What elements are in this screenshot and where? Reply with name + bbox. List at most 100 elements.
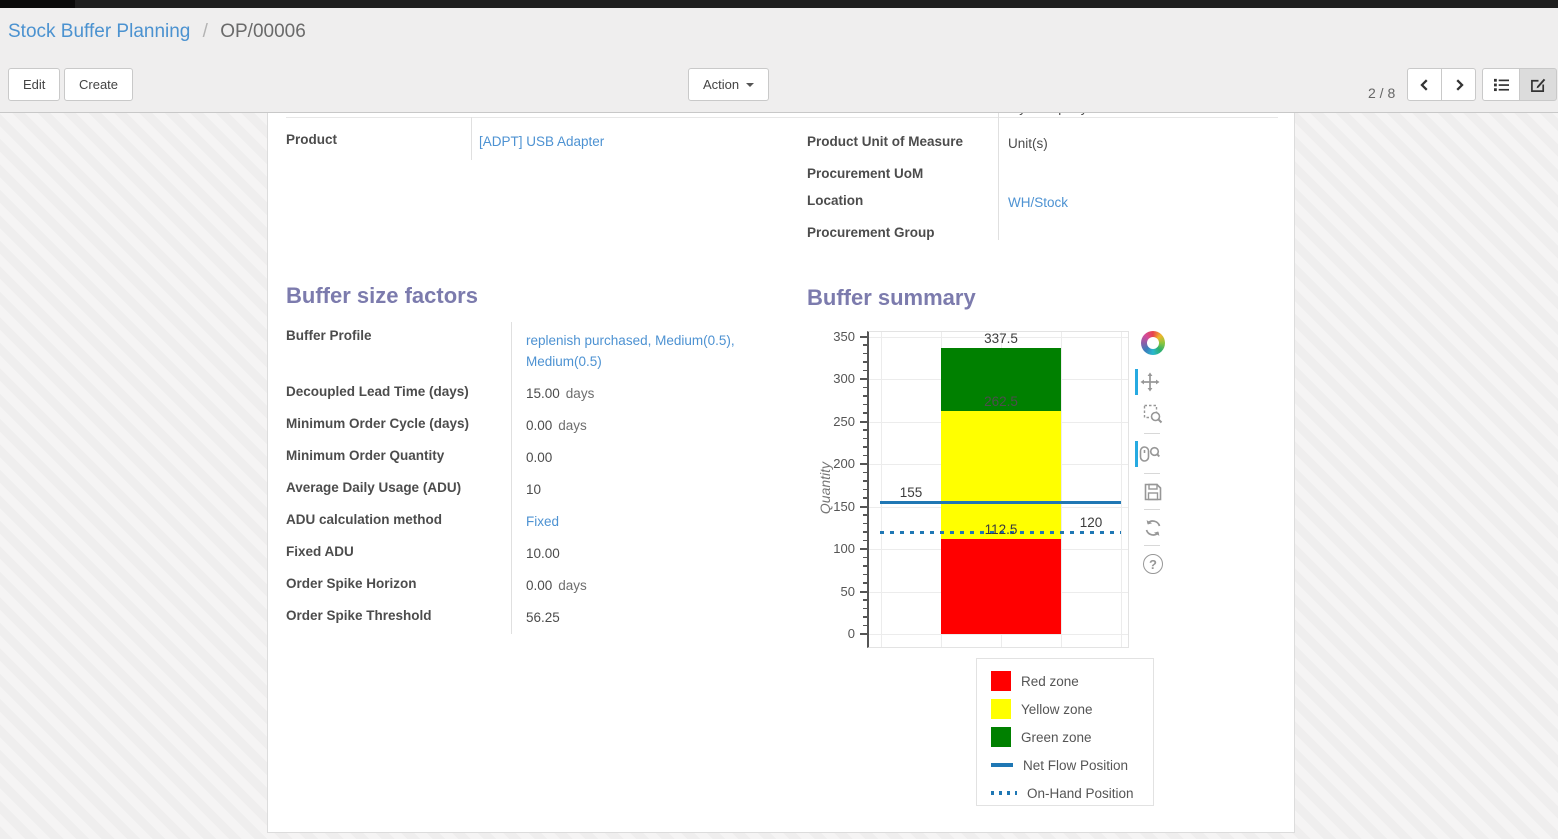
form-view-button[interactable] — [1519, 68, 1557, 101]
legend-label: On-Hand Position — [1027, 785, 1134, 801]
decoupled-lead-time-value: 15.00 — [526, 386, 560, 401]
red-zone-bar — [941, 538, 1061, 634]
gridline-horizontal — [869, 634, 1128, 635]
axis-tick — [863, 514, 867, 516]
pan-tool-button[interactable] — [1135, 369, 1161, 395]
days-suffix: days — [565, 386, 595, 401]
axis-tick — [860, 548, 867, 551]
clipped-company-value: My Company — [1008, 113, 1128, 118]
minimum-order-quantity-value: 0.00 — [526, 450, 553, 465]
chevron-down-icon — [746, 82, 755, 87]
table-row: Order Spike Horizon 0.00 days — [286, 570, 778, 602]
buffer-factors-table: Buffer Profile replenish purchased, Medi… — [286, 322, 778, 634]
fixed-adu-value: 10.00 — [526, 546, 560, 561]
axis-tick — [863, 395, 867, 397]
breadcrumb-parent-link[interactable]: Stock Buffer Planning — [8, 21, 191, 42]
average-daily-usage-value: 10 — [526, 482, 542, 497]
breadcrumb: Stock Buffer Planning / OP/00006 — [8, 21, 306, 43]
chart-plot[interactable]: 0 50 100 150 200 250 300 350 337.5 262.5 112.5 155 1… — [833, 329, 1129, 648]
help-tool-icon: ? — [1143, 554, 1163, 574]
chart-annotation: 262.5 — [984, 394, 1018, 410]
toolbar-divider — [1144, 433, 1160, 434]
location-value-link[interactable]: WH/Stock — [1008, 195, 1069, 210]
toolbar-divider — [1144, 473, 1160, 474]
axis-tick — [863, 403, 867, 406]
axis-tick — [863, 607, 867, 610]
help-tool-button[interactable]: ? — [1140, 551, 1166, 577]
green-zone-swatch-icon — [991, 727, 1011, 747]
axis-tick — [863, 437, 867, 440]
legend-item: Net Flow Position — [991, 751, 1153, 779]
field-separator — [471, 117, 472, 160]
field-separator — [998, 113, 999, 240]
legend-label: Green zone — [1021, 729, 1092, 745]
action-dropdown-button[interactable]: Action — [688, 68, 770, 101]
edit-button[interactable]: Edit — [8, 68, 61, 101]
legend-label: Yellow zone — [1021, 701, 1093, 717]
legend-item: Green zone — [991, 723, 1153, 751]
axis-tick — [863, 361, 867, 363]
axis-tick — [863, 573, 867, 576]
gridline-horizontal — [869, 337, 1128, 338]
product-uom-value: Unit(s) — [1008, 136, 1048, 151]
procurement-uom-label: Procurement UoM — [807, 166, 924, 181]
list-view-button[interactable] — [1482, 68, 1520, 101]
days-suffix: days — [558, 578, 587, 593]
clipped-row-border — [286, 117, 1278, 118]
axis-tick — [863, 480, 867, 482]
product-field-value-link[interactable]: [ADPT] USB Adapter — [479, 134, 605, 149]
axis-tick — [860, 505, 867, 508]
order-spike-horizon-label: Order Spike Horizon — [286, 570, 512, 602]
gridline-vertical — [1121, 332, 1122, 647]
red-zone-swatch-icon — [991, 671, 1011, 691]
adu-calculation-method-value-link[interactable]: Fixed — [526, 514, 560, 529]
procurement-group-label: Procurement Group — [807, 225, 935, 240]
y-tick-label: 300 — [833, 371, 855, 387]
table-row: Minimum Order Quantity 0.00 — [286, 442, 778, 474]
form-view-background: My Company Product [ADPT] USB Adapter Pr… — [0, 113, 1558, 839]
pager-buttons — [1407, 68, 1476, 101]
green-zone-bar — [941, 347, 1061, 412]
axis-tick — [863, 369, 867, 372]
create-button[interactable]: Create — [64, 68, 134, 101]
buffer-profile-value-link[interactable]: replenish purchased, Medium(0.5), Medium… — [526, 333, 735, 369]
pager-previous-button[interactable] — [1407, 68, 1442, 101]
wheel-zoom-tool-icon — [1139, 446, 1160, 462]
net-flow-position-line — [880, 500, 1121, 504]
average-daily-usage-label: Average Daily Usage (ADU) — [286, 474, 512, 506]
save-tool-button[interactable] — [1140, 479, 1166, 505]
bokeh-logo-icon[interactable] — [1141, 331, 1165, 355]
table-row: Order Spike Threshold 56.25 — [286, 602, 778, 634]
minimum-order-cycle-value: 0.00 — [526, 418, 553, 433]
wheel-zoom-tool-button[interactable] — [1135, 441, 1161, 467]
axis-tick — [863, 539, 867, 542]
axis-tick — [863, 344, 867, 346]
chart-annotation: 120 — [1079, 515, 1103, 531]
chart-annotation: 337.5 — [984, 330, 1018, 346]
net-flow-line-swatch-icon — [991, 763, 1013, 767]
list-view-icon — [1493, 78, 1509, 92]
legend-item: On-Hand Position — [991, 779, 1153, 807]
y-tick-label: 350 — [833, 329, 855, 345]
axis-tick — [863, 565, 867, 567]
order-spike-threshold-label: Order Spike Threshold — [286, 602, 512, 634]
axis-tick — [863, 488, 867, 491]
action-label: Action — [703, 77, 740, 92]
axis-tick — [863, 599, 867, 601]
yellow-zone-swatch-icon — [991, 699, 1011, 719]
form-sheet: My Company Product [ADPT] USB Adapter Pr… — [267, 113, 1295, 833]
axis-tick — [863, 429, 867, 431]
table-row: Minimum Order Cycle (days) 0.00 days — [286, 410, 778, 442]
legend-item: Yellow zone — [991, 695, 1153, 723]
navbar-menu-segment — [0, 0, 75, 8]
y-tick-label: 200 — [833, 456, 855, 472]
legend-label: Net Flow Position — [1023, 757, 1129, 773]
reset-tool-button[interactable] — [1140, 515, 1166, 541]
save-tool-icon — [1144, 483, 1162, 501]
legend-label: Red zone — [1021, 673, 1079, 689]
on-hand-position-line — [880, 530, 1121, 534]
pager-next-button[interactable] — [1441, 68, 1476, 101]
box-zoom-tool-button[interactable] — [1140, 401, 1166, 427]
axis-tick — [863, 616, 867, 618]
